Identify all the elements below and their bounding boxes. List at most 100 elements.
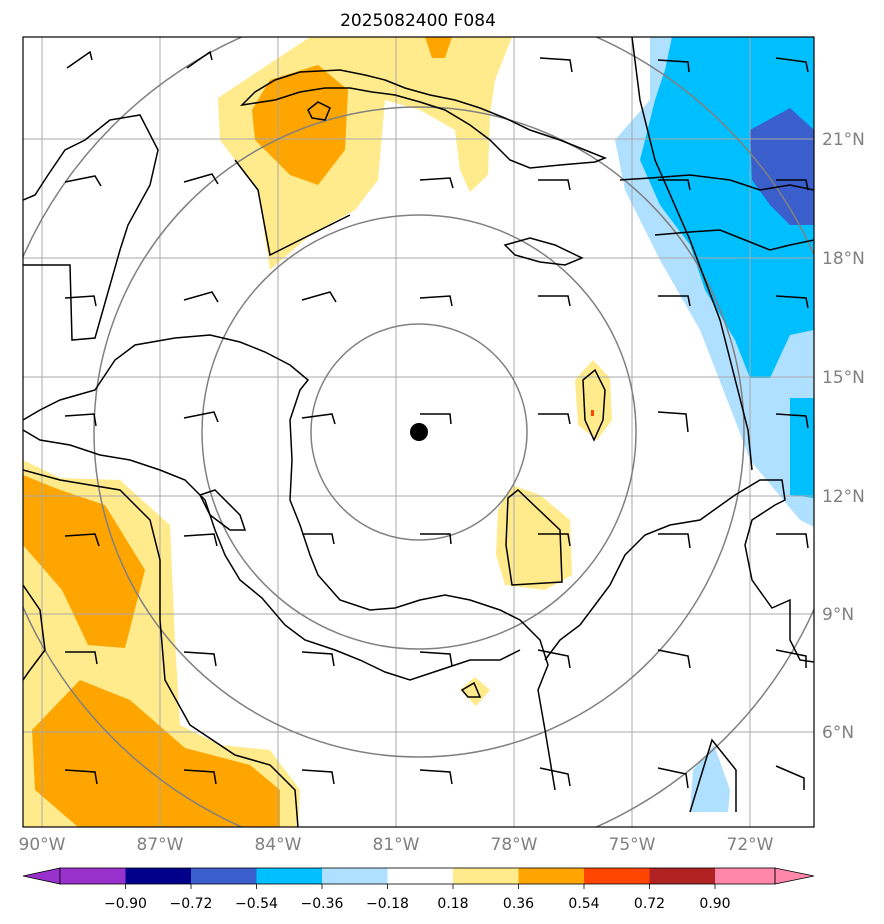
- wind-barb: [775, 649, 807, 668]
- wind-barb: [301, 769, 335, 785]
- range-rings: [23, 37, 814, 827]
- range-ring-second: [201, 214, 637, 650]
- longitude-axis: 90°W 87°W 84°W 81°W 78°W 75°W 72°W: [19, 835, 774, 855]
- wind-barb: [538, 413, 571, 425]
- latitude-label: 6°N: [822, 723, 854, 743]
- wind-barb: [301, 291, 337, 303]
- wind-barb: [776, 179, 809, 191]
- colorbar-cell: [22, 867, 61, 885]
- wind-barb: [775, 413, 809, 429]
- coastlines: [23, 37, 814, 827]
- colorbar-border: [59, 867, 776, 885]
- longitude-label: 87°W: [137, 835, 184, 855]
- wind-barb: [419, 651, 453, 667]
- shade-yellow-central-south: [496, 485, 572, 590]
- wind-barb: [420, 413, 452, 425]
- shade-yellow-small: [460, 677, 490, 706]
- longitude-label: 81°W: [373, 835, 420, 855]
- wind-barb: [657, 411, 689, 433]
- latitude-label: 12°N: [822, 487, 865, 507]
- wind-barb: [658, 295, 691, 307]
- shade-orange-west: [23, 475, 145, 648]
- latitude-label: 18°N: [822, 249, 865, 269]
- longitude-label: 90°W: [19, 835, 66, 855]
- latitude-label: 15°N: [822, 368, 865, 388]
- wind-barb: [539, 57, 573, 73]
- range-ring-inner: [310, 323, 528, 541]
- wind-barb: [419, 177, 454, 189]
- coast-cuba: [239, 69, 608, 169]
- gridlines: [23, 37, 814, 827]
- shaded-field: [23, 37, 814, 827]
- range-ring-third: [93, 106, 745, 758]
- wind-barb: [64, 533, 100, 547]
- wind-barb: [419, 769, 453, 785]
- coast-panama-colombia: [544, 479, 814, 663]
- colorbar-tick-label: −0.90: [104, 896, 147, 912]
- contour-north: [234, 159, 351, 257]
- coast-se-inlet: [689, 738, 737, 813]
- wind-barb: [657, 649, 691, 669]
- coast-island-small: [307, 101, 331, 121]
- colorbar-cell: [518, 868, 584, 884]
- colorbar-cell: [322, 868, 388, 884]
- latitude-label: 9°N: [822, 605, 854, 625]
- contour-southwest: [23, 469, 299, 827]
- coast-lake-nicaragua: [198, 489, 247, 531]
- wind-barb: [66, 50, 93, 69]
- wind-barb: [420, 533, 452, 545]
- shade-red-dot: [591, 410, 594, 416]
- storm-center-marker: [410, 423, 428, 441]
- colorbar-tick-label: −0.72: [170, 896, 213, 912]
- map-area: [23, 37, 814, 827]
- wind-barb: [775, 57, 809, 73]
- shade-royalblue-east: [750, 108, 814, 225]
- wind-barb: [183, 291, 219, 303]
- coast-hispaniola: [619, 174, 814, 251]
- map-border: [22, 36, 815, 828]
- colorbar-tick-label: 0.18: [437, 896, 468, 912]
- colorbar-cell: [256, 868, 322, 884]
- contour-central-south: [505, 489, 563, 586]
- wind-barb: [186, 50, 213, 69]
- wind-barb: [64, 175, 102, 187]
- wind-barb: [538, 179, 571, 191]
- colorbar-cell: [191, 868, 257, 884]
- colorbar-cell: [453, 868, 519, 884]
- shade-orange-north: [252, 65, 348, 185]
- wind-barb: [301, 651, 335, 667]
- wind-barb: [301, 413, 336, 425]
- colorbar-tick-label: 0.72: [634, 896, 665, 912]
- wind-barb: [658, 179, 691, 191]
- colorbar-cell: [774, 867, 815, 885]
- wind-barb: [419, 295, 453, 307]
- contour-central-east: [582, 368, 606, 442]
- colorbar-cell: [125, 868, 191, 884]
- wind-barb: [64, 769, 98, 785]
- colorbar-tick-label: 0.36: [503, 896, 534, 912]
- wind-barb: [538, 533, 571, 547]
- wind-barb: [539, 767, 571, 787]
- coast-jamaica: [503, 237, 584, 266]
- wind-barb: [183, 651, 217, 667]
- wind-barb: [302, 533, 335, 545]
- wind-barbs: [64, 50, 809, 790]
- longitude-label: 84°W: [255, 835, 302, 855]
- wind-barb: [657, 59, 690, 73]
- coast-pacific: [23, 429, 521, 681]
- shade-orange-north-top: [425, 37, 452, 58]
- wind-barb: [776, 533, 809, 549]
- wind-barb: [658, 533, 691, 549]
- coast-yucatan: [23, 114, 159, 341]
- wind-barb: [775, 295, 809, 309]
- shade-skyblue-east-south: [790, 398, 814, 498]
- colorbar-cell: [715, 868, 775, 884]
- latitude-label: 21°N: [822, 130, 865, 150]
- wind-barb: [183, 533, 218, 547]
- colorbar-cell: [387, 868, 453, 884]
- shade-orange-southwest: [32, 680, 280, 827]
- colorbar-tick-label: 0.54: [568, 896, 599, 912]
- coast-east-boundary: [631, 37, 753, 471]
- colorbar-cell: [584, 868, 650, 884]
- map-title: 2025082400 F084: [340, 11, 496, 31]
